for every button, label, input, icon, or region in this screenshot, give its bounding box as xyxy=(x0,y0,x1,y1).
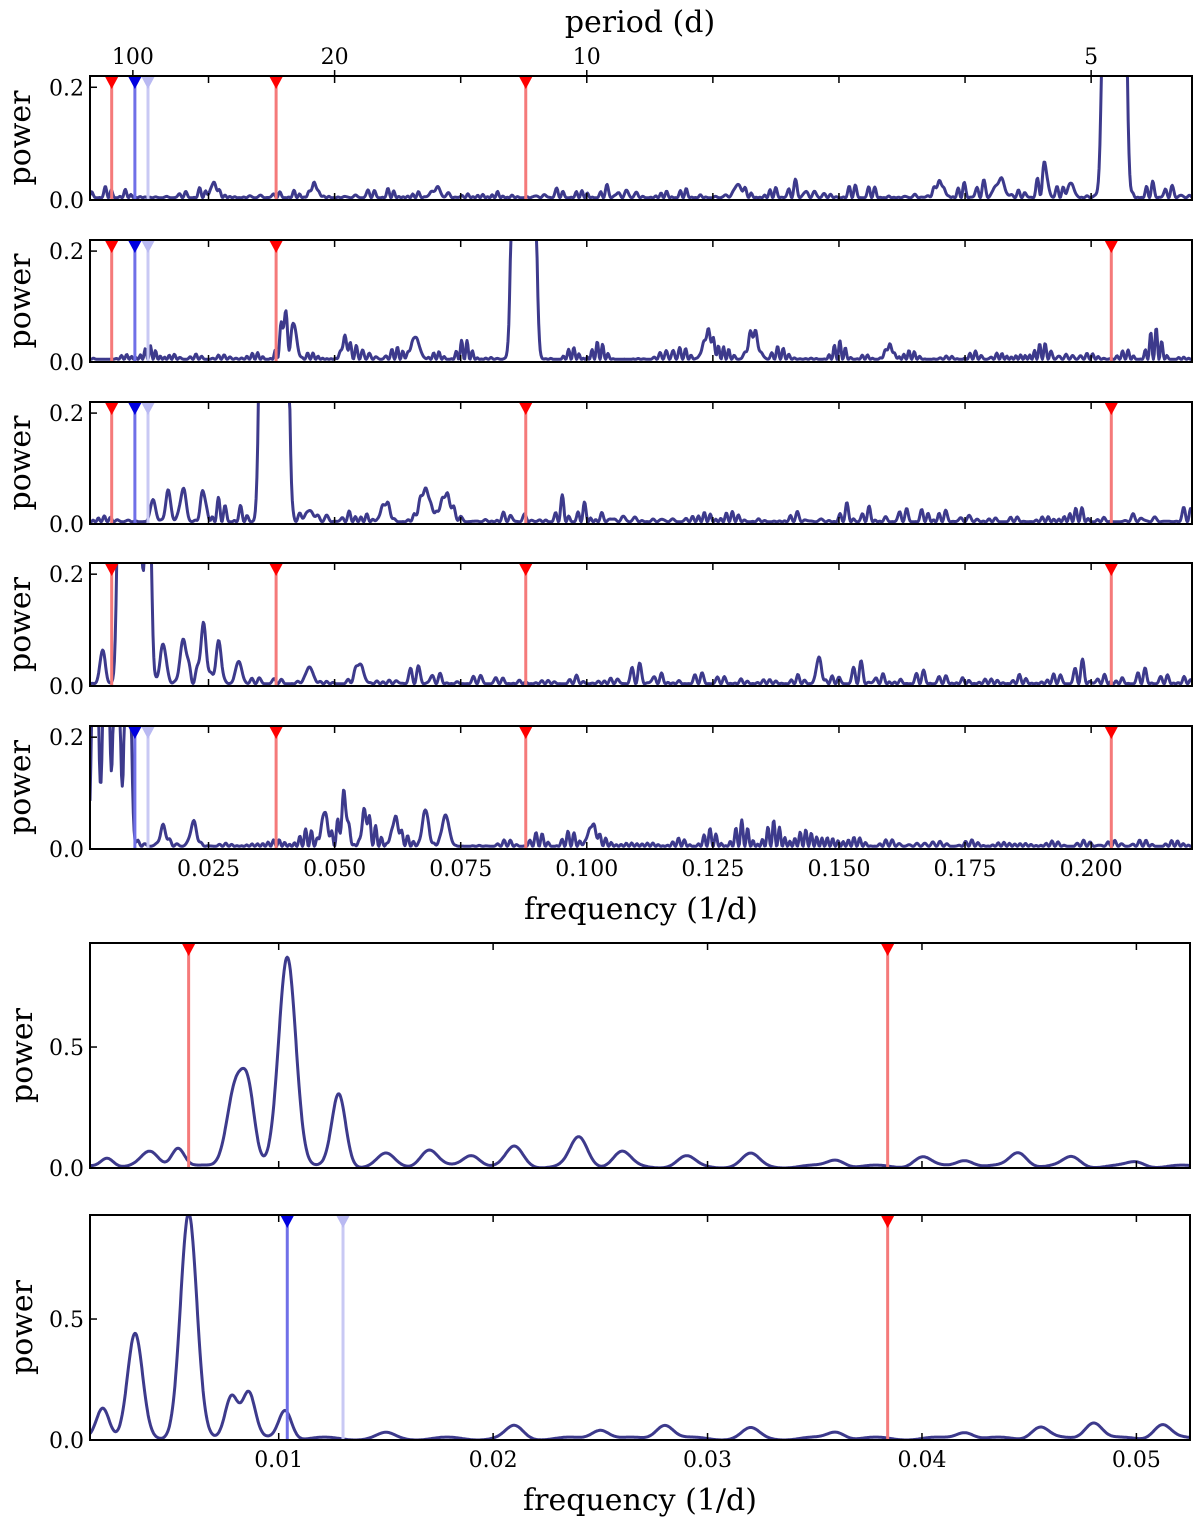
panel-frame xyxy=(89,401,1193,525)
panel-1-0: 0.0 0.5 power xyxy=(5,942,1191,1182)
y-tick-label: 0.0 xyxy=(49,189,84,214)
panel-frame xyxy=(89,725,1193,850)
marker-triangle-blue xyxy=(127,402,142,415)
panel-0-0: 0.0 0.2 power xyxy=(3,75,1193,214)
power-curve xyxy=(90,240,1192,361)
marker-triangle-red xyxy=(518,563,533,576)
panel-0-1: 0.0 0.2 power xyxy=(3,239,1193,376)
y-tick-label: 0.0 xyxy=(49,351,84,376)
y-tick-label: 0.0 xyxy=(49,513,84,538)
power-curve xyxy=(90,955,1190,1168)
power-curve xyxy=(90,76,1192,200)
marker-triangle-lightblue xyxy=(141,240,155,253)
x-axis-label: frequency (1/d) xyxy=(524,892,758,927)
x-tick-label: 0.025 xyxy=(177,857,240,882)
y-tick-label: 0.2 xyxy=(49,563,84,588)
panel-0-3: 0.0 0.2 power xyxy=(3,562,1193,700)
marker-triangle-blue xyxy=(127,726,142,739)
marker-triangle-red xyxy=(1104,240,1119,253)
marker-triangle-lightblue xyxy=(141,402,155,415)
y-axis-label: power xyxy=(3,415,38,511)
x-tick-label: 0.100 xyxy=(555,857,618,882)
x-tick-label: 0.03 xyxy=(683,1448,732,1473)
y-tick-label: 0.0 xyxy=(49,838,84,863)
marker-triangle-red xyxy=(1104,726,1119,739)
marker-triangle-red xyxy=(1104,402,1119,415)
marker-triangle-red xyxy=(104,402,119,415)
x-tick-label: 0.075 xyxy=(429,857,492,882)
marker-triangle-red xyxy=(269,240,284,253)
y-tick-label: 0.0 xyxy=(49,675,84,700)
power-curve xyxy=(90,1215,1190,1440)
y-tick-label: 0.0 xyxy=(49,1157,84,1182)
power-curve xyxy=(90,402,1192,524)
marker-triangle-blue xyxy=(127,76,142,89)
panel-1-1: 0.0 0.5 power xyxy=(5,1214,1191,1454)
panel-0-4: 0.0 0.2 power xyxy=(3,725,1193,863)
x-tick-label: 0.200 xyxy=(1060,857,1123,882)
marker-triangle-blue xyxy=(127,240,142,253)
marker-triangle-red xyxy=(104,76,119,89)
period-tick-label: 5 xyxy=(1084,45,1098,70)
marker-triangle-blue xyxy=(280,1215,295,1228)
marker-triangle-red xyxy=(269,563,284,576)
y-axis-label: power xyxy=(3,576,38,672)
x-axis-label: frequency (1/d) xyxy=(523,1483,757,1518)
marker-triangle-lightblue xyxy=(141,726,155,739)
panel-0-2: 0.0 0.2 power xyxy=(3,401,1193,538)
y-axis-label: power xyxy=(5,1279,40,1375)
power-curve xyxy=(90,726,1192,848)
y-tick-label: 0.2 xyxy=(49,240,84,265)
x-tick-label: 0.150 xyxy=(807,857,870,882)
x-tick-label: 0.05 xyxy=(1112,1448,1161,1473)
marker-triangle-red xyxy=(880,943,895,956)
panel-frame xyxy=(89,239,1193,363)
marker-triangle-red xyxy=(880,1215,895,1228)
y-axis-label: power xyxy=(3,739,38,835)
marker-triangle-red xyxy=(269,76,284,89)
y-axis-label: power xyxy=(3,253,38,349)
period-tick-label: 10 xyxy=(573,45,601,70)
y-axis-label: power xyxy=(5,1007,40,1103)
marker-triangle-red xyxy=(104,563,119,576)
power-curve xyxy=(90,563,1192,686)
marker-triangle-red xyxy=(518,76,533,89)
marker-triangle-red xyxy=(1104,563,1119,576)
x-tick-label: 0.175 xyxy=(934,857,997,882)
panel-frame xyxy=(89,942,1191,1169)
period-tick-label: 100 xyxy=(112,45,154,70)
panel-frame xyxy=(89,1214,1191,1441)
x-tick-label: 0.04 xyxy=(897,1448,946,1473)
y-axis-label: power xyxy=(3,90,38,186)
marker-triangle-red xyxy=(518,402,533,415)
y-tick-label: 0.2 xyxy=(49,76,84,101)
period-tick-label: 20 xyxy=(321,45,349,70)
marker-triangle-red xyxy=(181,943,196,956)
x-tick-label: 0.050 xyxy=(303,857,366,882)
x-tick-label: 0.01 xyxy=(254,1448,303,1473)
marker-triangle-lightblue xyxy=(141,76,155,89)
period-axis-title: period (d) xyxy=(565,5,715,40)
y-tick-label: 0.0 xyxy=(49,1429,84,1454)
y-tick-label: 0.2 xyxy=(49,402,84,427)
y-tick-label: 0.2 xyxy=(49,726,84,751)
y-tick-label: 0.5 xyxy=(49,1308,84,1333)
marker-triangle-lightblue xyxy=(336,1215,351,1228)
x-tick-label: 0.02 xyxy=(469,1448,518,1473)
y-tick-label: 0.5 xyxy=(49,1036,84,1061)
panel-frame xyxy=(89,75,1193,201)
marker-triangle-red xyxy=(104,240,119,253)
panel-frame xyxy=(89,562,1193,687)
marker-triangle-red xyxy=(269,726,284,739)
marker-triangle-red xyxy=(518,726,533,739)
x-tick-label: 0.125 xyxy=(681,857,744,882)
